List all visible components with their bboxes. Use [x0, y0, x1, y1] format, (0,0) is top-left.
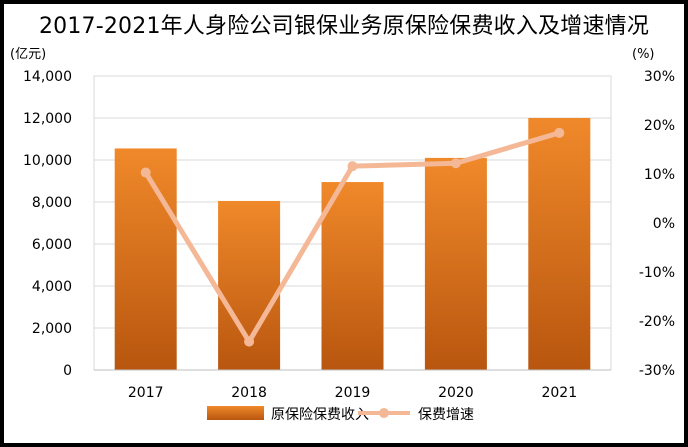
- legend-bar-swatch: [207, 406, 264, 420]
- bar: [528, 118, 591, 370]
- y-tick-label: 10,000: [23, 153, 72, 169]
- growth-point: [347, 161, 358, 172]
- x-tick-label: 2020: [438, 385, 474, 401]
- x-tick-label: 2021: [541, 385, 577, 401]
- chart-title: 2017-2021年人身险公司银保业务原保险保费收入及增速情况: [38, 14, 650, 39]
- y-right-tick-label: -30%: [639, 363, 675, 379]
- axes: 0 2,000 4,000 6,000 8,000 10,000 12,000 14,000 -…: [10, 47, 675, 401]
- growth-point: [140, 167, 151, 178]
- legend-line-marker: [379, 408, 389, 418]
- line-series: [140, 127, 565, 347]
- y-right-tick-label: 20%: [644, 118, 675, 134]
- legend: 原保险保费收入 保费增速: [207, 406, 474, 423]
- y-right-tick-label: 0%: [653, 216, 675, 232]
- y-tick-label: 12,000: [23, 111, 72, 127]
- legend-line-label: 保费增速: [418, 407, 474, 423]
- bar-series: [114, 118, 591, 370]
- x-tick-label: 2018: [231, 385, 267, 401]
- y-tick-label: 0: [63, 363, 72, 379]
- y-tick-label: 6,000: [32, 237, 72, 253]
- y-axis-label: (亿元): [10, 47, 46, 62]
- y-right-tick-label: 30%: [644, 69, 675, 85]
- y-tick-label: 14,000: [23, 69, 72, 85]
- growth-point: [554, 127, 565, 138]
- bar: [321, 182, 384, 370]
- y-right-axis-label: (%): [632, 47, 655, 62]
- x-tick-label: 2019: [335, 385, 371, 401]
- x-tick-label: 2017: [128, 385, 164, 401]
- bar: [424, 157, 487, 370]
- y-right-tick-label: 10%: [644, 167, 675, 183]
- y-right-tick-label: -20%: [639, 314, 675, 330]
- y-tick-label: 8,000: [32, 195, 72, 211]
- growth-point: [244, 336, 255, 347]
- y-tick-label: 4,000: [32, 279, 72, 295]
- y-tick-label: 2,000: [32, 321, 72, 337]
- bar: [114, 148, 177, 370]
- y-right-tick-label: -10%: [639, 265, 675, 281]
- growth-point: [450, 158, 461, 169]
- legend-bar-label: 原保险保费收入: [271, 407, 369, 423]
